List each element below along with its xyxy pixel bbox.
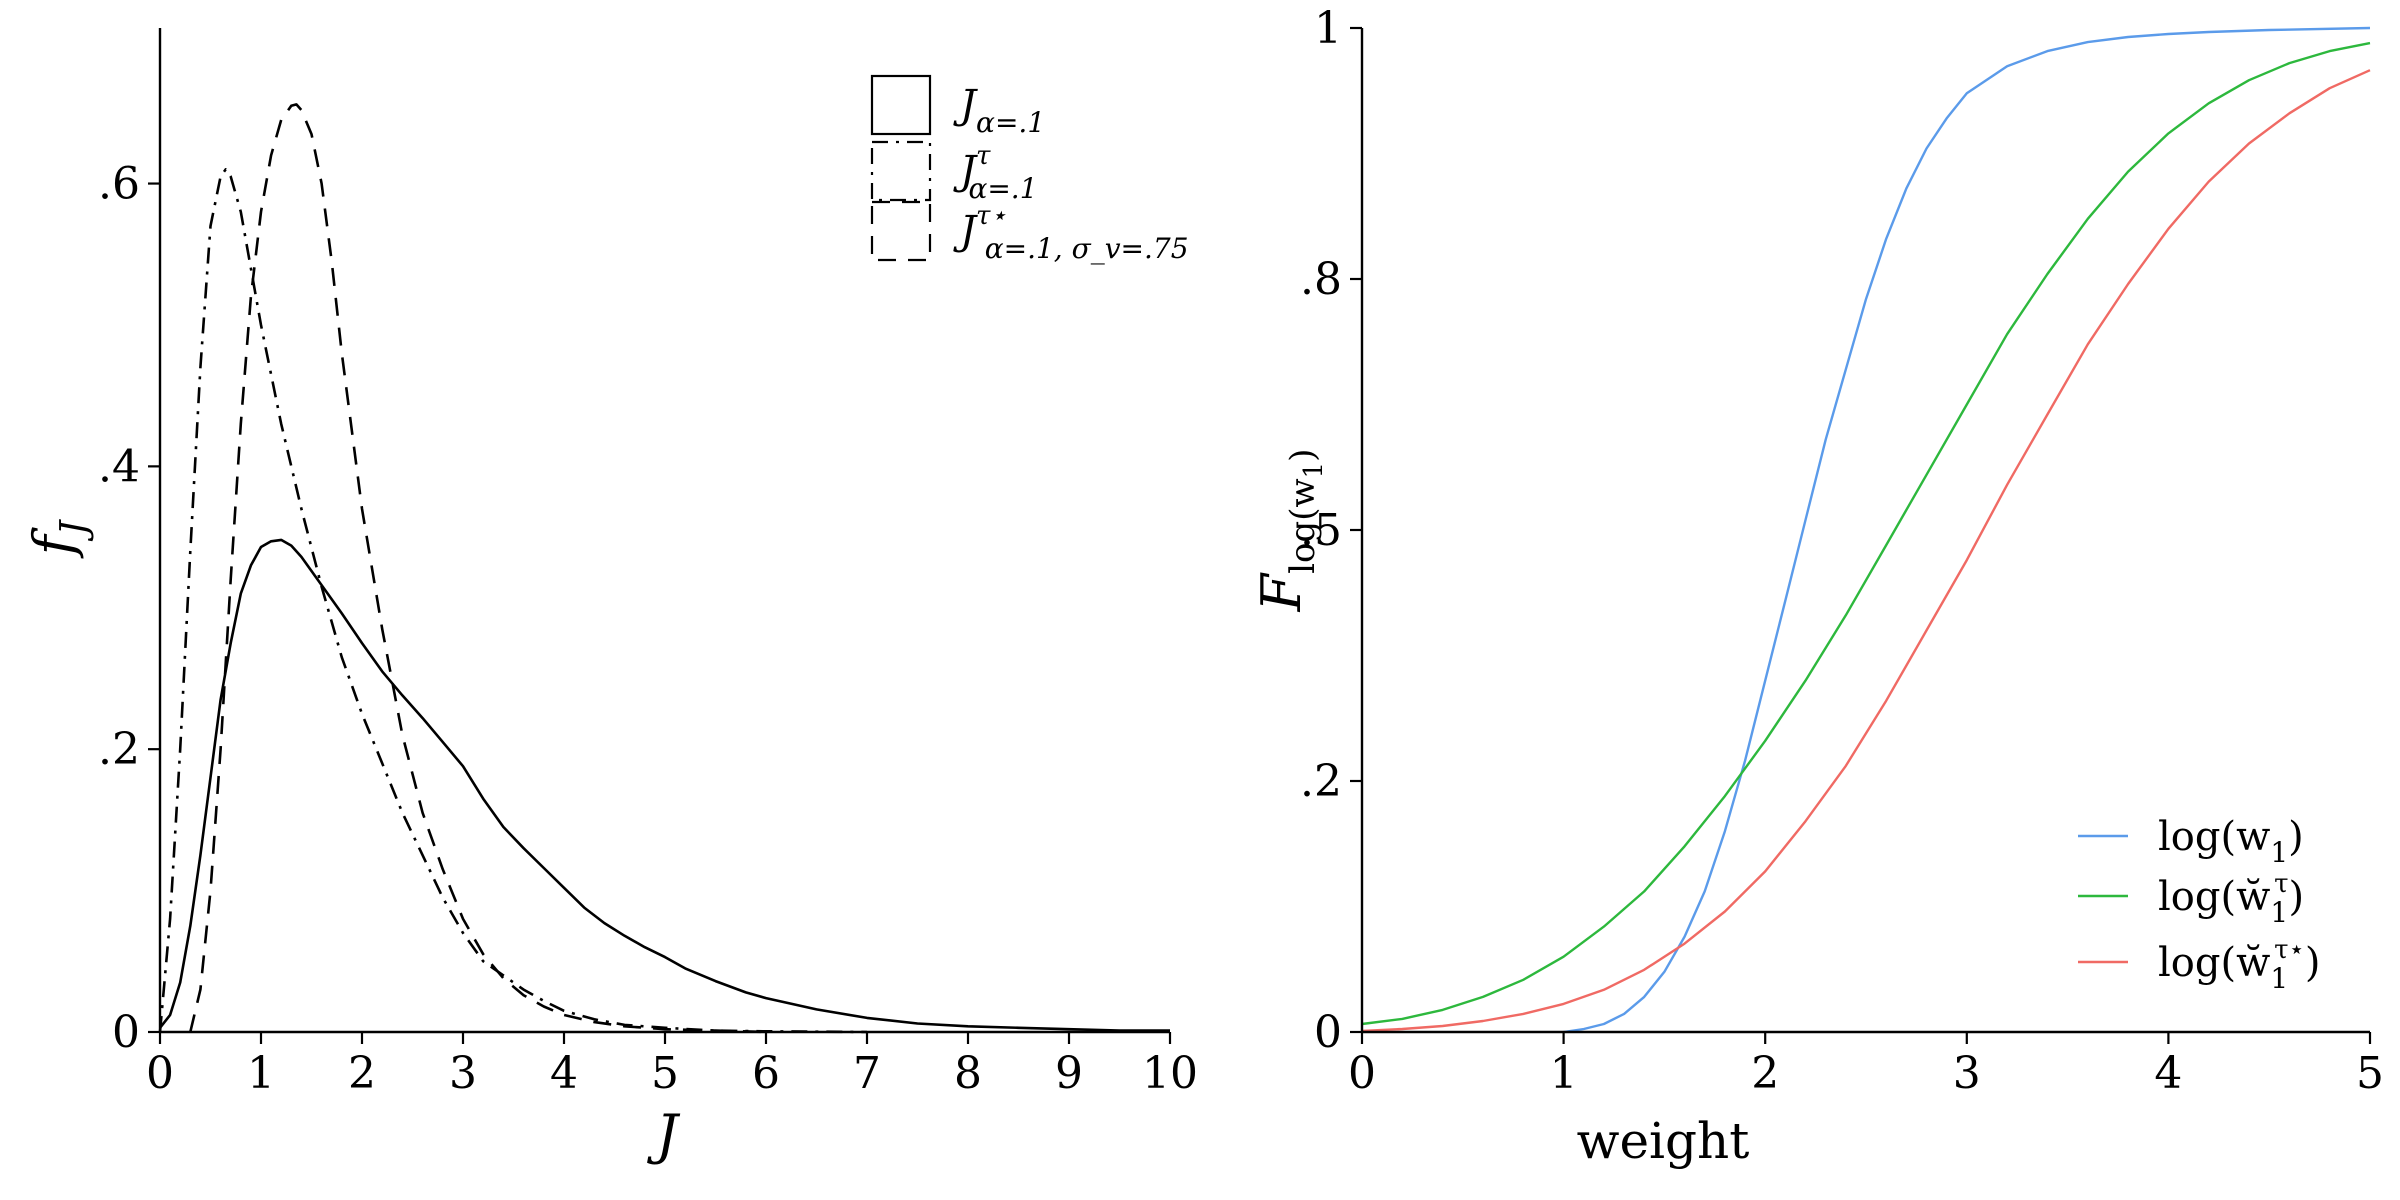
x-tick-label: 3 bbox=[449, 1048, 477, 1099]
y-tick-label: 0 bbox=[112, 1007, 140, 1058]
x-axis-title: weight bbox=[1577, 1112, 1750, 1170]
y-axis-title: fJ bbox=[22, 518, 95, 559]
legend-label-2: Jτ α=.1 bbox=[953, 141, 1038, 205]
legend-swatch-3 bbox=[870, 200, 932, 262]
y-tick-label: .6 bbox=[98, 159, 140, 210]
density-curves bbox=[158, 103, 1170, 1034]
legend-label-2: log(w̆1τ) bbox=[2158, 869, 2304, 929]
y-tick-label: .2 bbox=[1300, 756, 1342, 807]
x-tick-label: 2 bbox=[348, 1048, 376, 1099]
x-tick-label: 0 bbox=[146, 1048, 174, 1099]
legend-label-sub: α=.1 bbox=[968, 172, 1037, 205]
legend-swatch-2 bbox=[870, 140, 932, 202]
legend-label-sub: α=.1, σ_v=.75 bbox=[985, 232, 1189, 265]
x-tick-label: 5 bbox=[651, 1048, 679, 1099]
legend-label-3: Jτ⋆ α=.1, σ_v=.75 bbox=[953, 201, 1189, 265]
legend-label-close: ) bbox=[2305, 940, 2321, 986]
legend-label-close: ) bbox=[2288, 814, 2304, 860]
series-line-1 bbox=[1563, 26, 2371, 1034]
legend-label-main: log(w̆ bbox=[2158, 940, 2270, 986]
cdf-legend: log(w1)log(w̆1τ)log(w̆1τ⋆) bbox=[2078, 814, 2320, 995]
series-line-3 bbox=[1361, 69, 2371, 1033]
legend-label-3: log(w̆1τ⋆) bbox=[2158, 935, 2320, 995]
series-line-2 bbox=[1361, 41, 2371, 1026]
legend-label-1: Jα=.1 bbox=[953, 82, 1045, 139]
series-line-3 bbox=[189, 103, 767, 1034]
x-tick-label: 9 bbox=[1055, 1048, 1083, 1099]
y-axis-title-sub-close: ) bbox=[1283, 449, 1323, 462]
x-tick-label: 6 bbox=[752, 1048, 780, 1099]
legend-label-sub: 1 bbox=[2270, 962, 2288, 995]
legend-label-main: J bbox=[953, 208, 978, 254]
cdf-curves bbox=[1361, 26, 2371, 1034]
y-tick-label: .2 bbox=[98, 724, 140, 775]
legend-swatch-1 bbox=[870, 74, 932, 136]
x-tick-label: 2 bbox=[1751, 1048, 1779, 1099]
legend-label-main: log(w bbox=[2158, 814, 2270, 860]
y-tick-label: .4 bbox=[98, 441, 140, 492]
legend-label-main: log(w̆ bbox=[2158, 874, 2270, 920]
x-tick-label: 4 bbox=[550, 1048, 578, 1099]
legend-label-sup: τ⋆ bbox=[976, 201, 1007, 231]
x-tick-label: 8 bbox=[954, 1048, 982, 1099]
y-tick-label: .8 bbox=[1300, 254, 1342, 305]
x-tick-label: 1 bbox=[247, 1048, 275, 1099]
x-tick-label: 1 bbox=[1550, 1048, 1578, 1099]
x-tick-label: 5 bbox=[2356, 1048, 2384, 1099]
y-axis-title-main: fJ bbox=[22, 518, 95, 559]
density-ticks: 0 1 2 3 4 5 6 7 8 9 10 0 .2 .4 .6 bbox=[98, 159, 1198, 1099]
x-tick-label: 3 bbox=[1953, 1048, 1981, 1099]
series-line-1 bbox=[158, 538, 1170, 1032]
y-axis-title-sub: J bbox=[54, 518, 95, 542]
legend-label-1: log(w1) bbox=[2158, 814, 2304, 869]
y-tick-label: .5 bbox=[1300, 505, 1342, 556]
y-tick-label: 1 bbox=[1314, 3, 1342, 54]
x-tick-label: 7 bbox=[853, 1048, 881, 1099]
x-tick-label: 0 bbox=[1348, 1048, 1376, 1099]
legend-label-sup: τ bbox=[976, 141, 991, 171]
cdf-chart: 0 1 2 3 4 50.2.5.81 weight Flog(w1) log(w1)lo… bbox=[1250, 3, 2384, 1170]
legend-label-sub: 1 bbox=[2270, 896, 2288, 929]
x-tick-label: 4 bbox=[2154, 1048, 2182, 1099]
density-chart: 0 1 2 3 4 5 6 7 8 9 100.2.4.6 J fJ Jα=.1Jτ α=.1Jτ⋆ α… bbox=[22, 28, 1198, 1166]
legend-label-sub: α=.1 bbox=[976, 106, 1045, 139]
cdf-ticks: 0 1 2 3 4 5 0 .2 .5 .8 1 bbox=[1300, 3, 2384, 1099]
y-axis-title-sub: log(w1) bbox=[1283, 449, 1329, 574]
y-axis-title: Flog(w1) bbox=[1250, 449, 1329, 613]
legend-label-sup: τ bbox=[2274, 869, 2288, 899]
x-axis-title: J bbox=[646, 1103, 681, 1166]
x-tick-label: 10 bbox=[1142, 1048, 1198, 1099]
legend-label-sup: τ⋆ bbox=[2274, 935, 2305, 965]
y-axis-title-main: Flog(w1) bbox=[1250, 449, 1329, 613]
legend-label-main: J bbox=[953, 82, 978, 128]
series-line-2 bbox=[158, 168, 868, 1034]
y-axis-title-sub-index: 1 bbox=[1299, 462, 1329, 479]
y-tick-label: 0 bbox=[1314, 1007, 1342, 1058]
legend-label-close: ) bbox=[2289, 874, 2305, 920]
legend-label-sub: 1 bbox=[2270, 836, 2288, 869]
density-legend: Jα=.1Jτ α=.1Jτ⋆ α=.1, σ_v=.75 bbox=[870, 74, 1189, 265]
